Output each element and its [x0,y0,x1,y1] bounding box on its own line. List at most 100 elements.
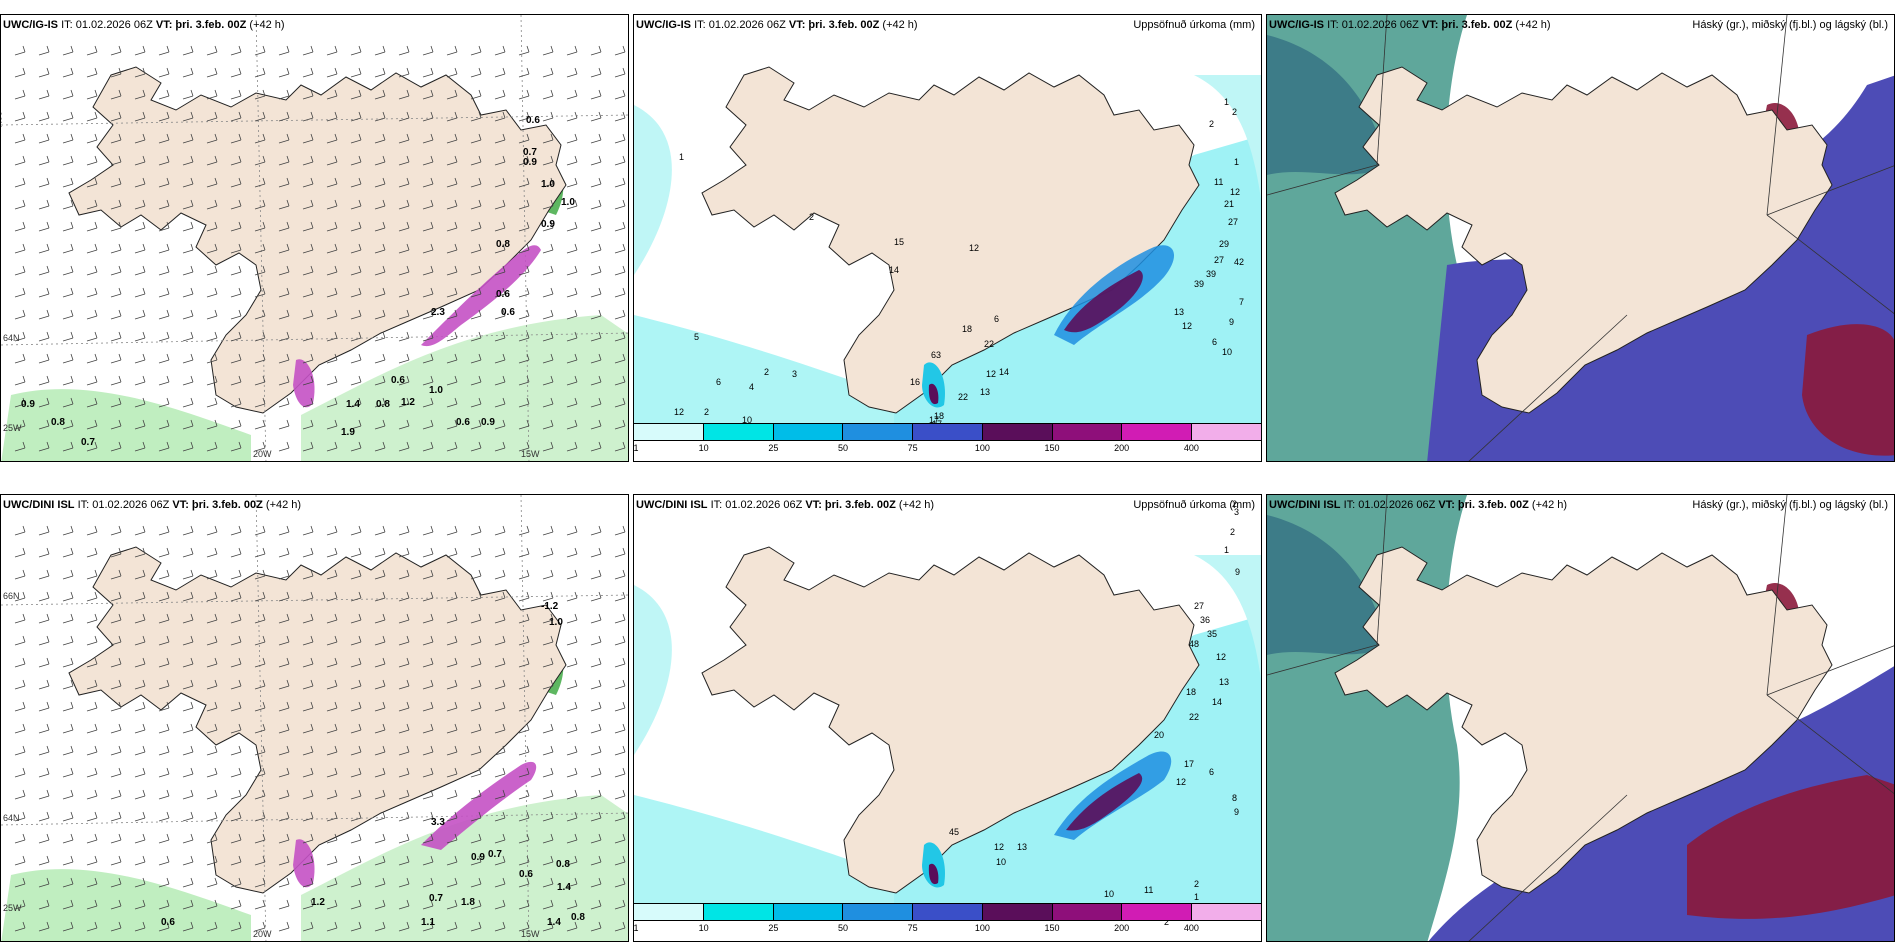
cloud-map [1267,15,1894,461]
precip-value-label: 0.9 [523,157,537,168]
legend-tick-label: 50 [837,443,849,453]
precip-amount-label: 29 [1219,239,1229,249]
precip-amount-label: 2 [1164,917,1169,927]
precip-amount-label: 13 [1219,677,1229,687]
precip-shading [1,869,251,941]
lat-label: 66N [0,111,3,128]
precip-amount-label: 6 [1212,337,1217,347]
legend-swatch [703,424,774,440]
legend-swatch [982,904,1053,920]
legend-tick-label: 200 [1114,923,1130,933]
precip-extreme [1066,773,1143,831]
precip-amount-label: 63 [931,350,941,360]
precip-light [634,585,672,755]
precip-value-label: 0.9 [541,219,555,230]
precip-amount-label: 6 [994,314,999,324]
precip-amount-label: 3 [792,369,797,379]
panel-title: UWC/IG-IS IT: 01.02.2026 06Z VT: þri. 3.… [3,19,285,31]
lat-label: 64N [3,813,20,823]
precip-amount-label: 8 [1232,793,1237,803]
precip-value-label: 1.8 [461,897,475,908]
precip-amount-label: 18 [1186,687,1196,697]
precip-shading [1,389,251,461]
precip-value-label: 0.8 [496,239,510,250]
low-cloud [1802,324,1894,456]
precip-value-label: 0.6 [456,417,470,428]
region-borders [1267,495,1894,941]
legend-swatch [773,904,844,920]
precip-amount-label: 16 [910,377,920,387]
precip-amount-label: 21 [1224,199,1234,209]
precip-amount-label: 10 [1104,889,1114,899]
precip-amount-label: 2 [1232,499,1237,509]
iceland-landmass [701,546,1200,894]
legend-tick-label: 75 [907,923,918,933]
wind-barbs [14,525,626,932]
precip-value-label: 1.0 [541,179,555,190]
precip-amount-label: 17 [1184,759,1194,769]
precip-amount-label: 12 [969,243,979,253]
precip-amount-label: 17 [929,415,939,425]
precip-light [634,105,672,275]
precip-amount-label: 6 [716,377,721,387]
precip-value-label: 0.7 [81,437,95,448]
precip-amount-label: 7 [1239,297,1244,307]
legend-tick-label: 150 [1044,443,1060,453]
precip-amount-label: 9 [1235,567,1240,577]
precip-amount-label: 39 [1206,269,1216,279]
precip-amount-label: 2 [704,407,709,417]
precip-value-label: 1.2 [311,897,325,908]
precip-value-label: 0.7 [523,147,537,158]
cloud-map [1267,495,1894,941]
precip-value-label: 0.6 [496,289,510,300]
precip-amount-label: 11 [1214,177,1223,187]
lat-label: 64N [3,333,20,343]
precip-amount-label: 22 [1189,712,1199,722]
precip-shading [301,315,628,461]
precip-amount-label: 12 [994,842,1004,852]
panel-variable: Uppsöfnuð úrkoma (mm) [1133,19,1255,31]
precip-amount-label: 10 [1222,347,1232,357]
mid-cloud [1267,35,1387,175]
precip-value-label: 0.6 [161,917,175,928]
precip-value-label: 0.8 [376,399,390,410]
precip-amount-label: 35 [1207,629,1217,639]
precip-value-label: 2.3 [431,307,445,318]
precip-value-label: 1.0 [561,197,575,208]
precip-value-label: 0.9 [481,417,495,428]
precip-amount-label: 2 [764,367,769,377]
precip-amount-label: 42 [1234,257,1244,267]
precip-value-label: 0.6 [391,375,405,386]
mid-cloud [1267,515,1387,655]
precip-amount-label: 1 [1194,892,1199,902]
precip-legend: 1 10 25 50 75 100 150 200 400 [634,903,1261,941]
precip-value-label: 1.0 [429,385,443,396]
region-borders [1267,15,1894,461]
precip-legend: 1 10 25 50 75 100 150 200 400 [634,423,1261,461]
precip-amount-label: 12 [674,407,684,417]
legend-tick-label: 75 [907,443,918,453]
legend-swatch [1122,904,1193,920]
iceland-landmass [1334,546,1833,894]
heavy-precip-band [293,839,315,888]
precip-amount-label: 1 [679,152,684,162]
legend-swatch [913,424,983,440]
panel-title: UWC/DINI ISL IT: 01.02.2026 06Z VT: þri.… [636,499,935,511]
legend-tick-label: 400 [1183,443,1199,453]
precip-value-label: 1.1 [421,917,435,928]
legend-swatch [913,904,983,920]
panel-title: UWC/IG-IS IT: 01.02.2026 06Z VT: þri. 3.… [1269,19,1551,31]
precip-amount-label: 14 [889,265,899,275]
legend-swatch [1052,904,1123,920]
precip-value-label: 0.8 [51,417,65,428]
legend-swatch [634,904,704,920]
precip-amount-label: 36 [1200,615,1210,625]
precip-amount-label: 27 [1214,255,1224,265]
precip-value-label: -1.2 [541,601,559,612]
precip-amount-label: 9 [1229,317,1234,327]
panel-title: UWC/IG-IS IT: 01.02.2026 06Z VT: þri. 3.… [636,19,918,31]
precip-amount-label: 1 [1224,545,1229,555]
panel-variable: Háský (gr.), miðský (fj.bl.) og lágský (… [1692,499,1888,511]
iceland-landmass [68,546,567,894]
